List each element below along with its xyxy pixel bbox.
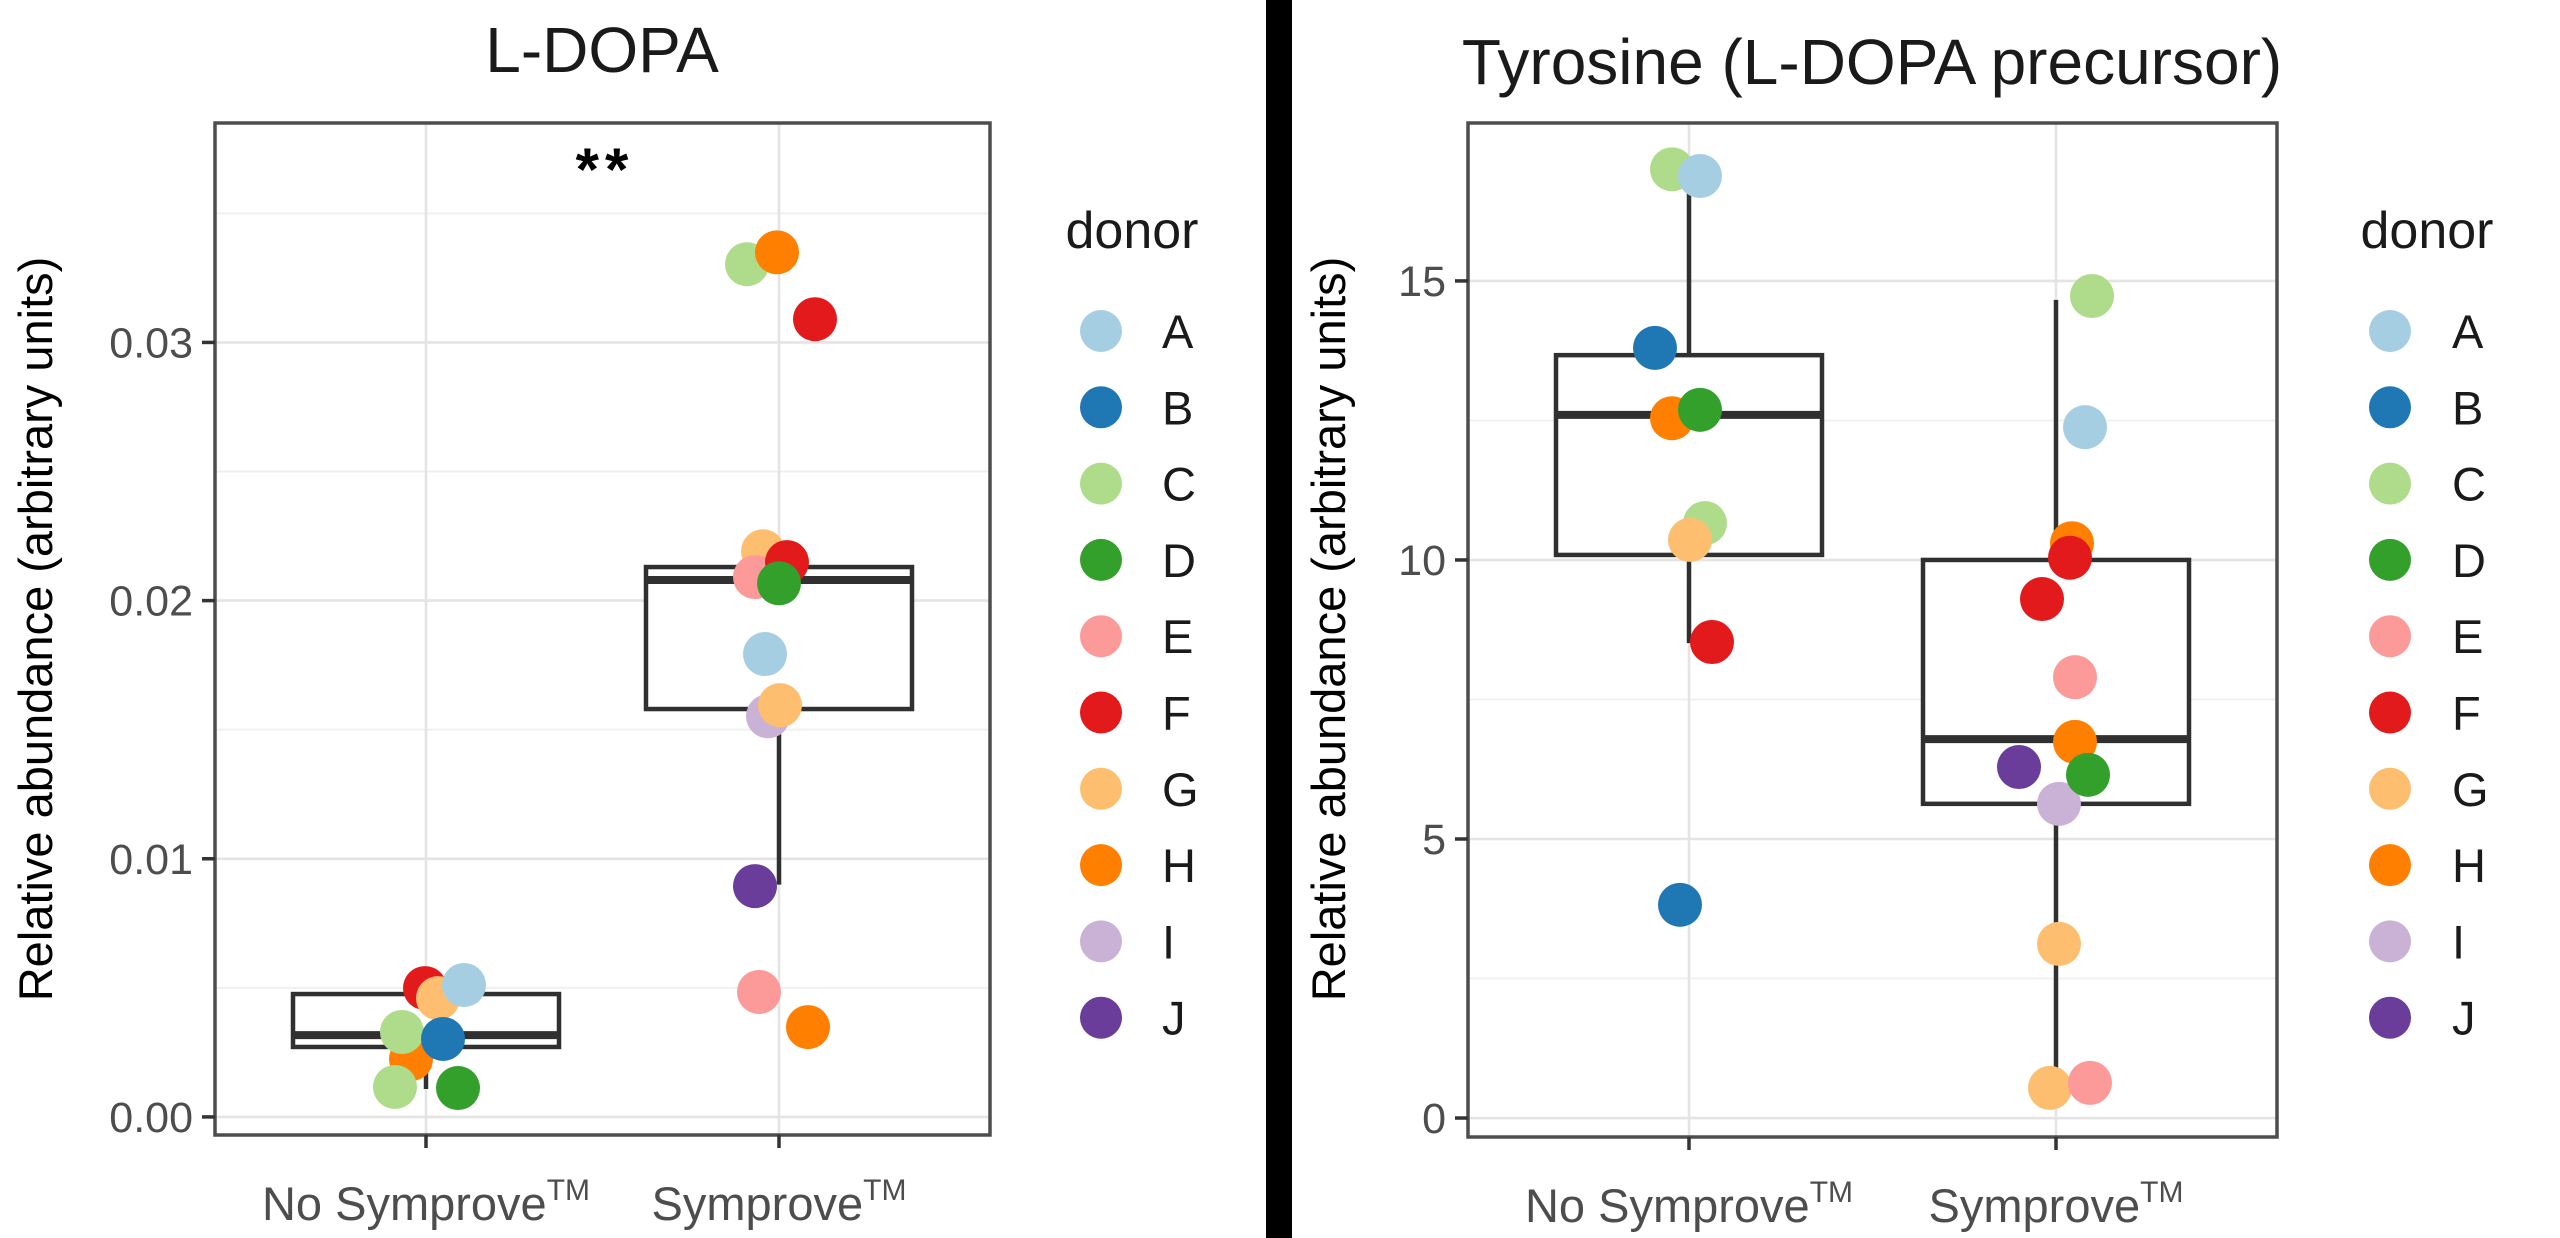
- data-point-donor-B: [1658, 882, 1702, 927]
- data-point-donor-D: [757, 561, 801, 606]
- legend-label-E: E: [2452, 610, 2483, 663]
- legend-label-C: C: [1162, 458, 1196, 511]
- data-point-donor-C: [2070, 273, 2114, 318]
- data-point-donor-A: [743, 632, 787, 677]
- data-point-donor-A: [442, 963, 486, 1008]
- y-tick-label: 5: [1422, 816, 1446, 864]
- legend-swatch-D: [1080, 538, 1122, 581]
- x-category-label: No SymproveTM: [262, 1174, 590, 1230]
- x-category-label: No SymproveTM: [1525, 1176, 1853, 1232]
- legend-swatch-F: [1080, 691, 1122, 734]
- y-tick-label: 0.00: [109, 1094, 193, 1142]
- data-point-donor-I: [2037, 781, 2081, 826]
- x-category-label: SymproveTM: [652, 1174, 907, 1230]
- data-point-donor-J: [733, 864, 777, 909]
- left-panel-title: L-DOPA: [485, 14, 719, 86]
- data-point-donor-G: [2037, 921, 2081, 966]
- legend-swatch-A: [2369, 310, 2411, 352]
- right-legend-title: donor: [2361, 202, 2494, 260]
- data-point-donor-B: [1633, 325, 1677, 370]
- chart-marks: 0.00 0.01 0.02 0.03 No SymproveTM SymproveTM 0…: [109, 0, 2489, 1238]
- y-tick-label: 0.03: [109, 319, 193, 367]
- legend-swatch-J: [1080, 996, 1122, 1039]
- legend-label-G: G: [2452, 763, 2489, 816]
- left-y-axis-title: Relative abundance (arbitrary units): [9, 257, 62, 1002]
- legend-swatch-G: [2369, 767, 2411, 810]
- legend-label-B: B: [2452, 381, 2483, 434]
- x-category-label: SymproveTM: [1929, 1176, 2184, 1232]
- legend-label-I: I: [1162, 915, 1175, 968]
- legend-swatch-H: [2369, 844, 2411, 887]
- legend-label-E: E: [1162, 610, 1193, 663]
- legend-swatch-A: [1080, 310, 1122, 352]
- data-point-donor-F: [2048, 535, 2092, 580]
- legend-label-H: H: [1162, 839, 1196, 892]
- data-point-donor-A: [2063, 405, 2107, 450]
- legend-label-J: J: [1162, 992, 1186, 1045]
- data-point-donor-H: [755, 230, 799, 275]
- legend-label-H: H: [2452, 839, 2486, 892]
- panel-border: [1466, 121, 2279, 1139]
- legend-label-B: B: [1162, 381, 1193, 434]
- left-legend-title: donor: [1066, 202, 1199, 260]
- legend-swatch-I: [2369, 920, 2411, 963]
- y-tick-label: 15: [1398, 258, 1446, 306]
- legend-label-D: D: [1162, 534, 1196, 587]
- legend-swatch-G: [1080, 767, 1122, 810]
- legend-swatch-C: [2369, 462, 2411, 505]
- panel-divider: [1266, 0, 1292, 1238]
- data-point-donor-C: [380, 1009, 424, 1054]
- data-point-donor-D: [436, 1066, 480, 1111]
- legend-label-I: I: [2452, 915, 2465, 968]
- y-tick-label: 0.01: [109, 836, 193, 884]
- right-y-axis-title: Relative abundance (arbitrary units): [1302, 257, 1355, 1002]
- legend-swatch-E: [1080, 615, 1122, 658]
- legend-label-A: A: [2452, 305, 2484, 358]
- y-tick-label: 0.02: [109, 578, 193, 626]
- legend-swatch-F: [2369, 691, 2411, 734]
- right-panel-title: Tyrosine (L-DOPA precursor): [1462, 26, 2282, 98]
- data-point-donor-G: [758, 683, 802, 728]
- legend-swatch-B: [1080, 386, 1122, 429]
- data-point-donor-F: [2020, 577, 2064, 622]
- data-point-donor-F: [793, 297, 837, 342]
- data-point-donor-J: [1997, 745, 2041, 790]
- legend-swatch-C: [1080, 462, 1122, 505]
- data-point-donor-A: [1678, 154, 1722, 199]
- legend-swatch-B: [2369, 386, 2411, 429]
- legend-label-C: C: [2452, 458, 2486, 511]
- legend-swatch-I: [1080, 920, 1122, 963]
- legend-label-A: A: [1162, 305, 1194, 358]
- data-point-donor-D: [2066, 752, 2110, 797]
- legend-swatch-E: [2369, 615, 2411, 658]
- significance-stars: **: [576, 136, 635, 203]
- legend-label-D: D: [2452, 534, 2486, 587]
- y-tick-label: 0: [1422, 1095, 1446, 1143]
- data-point-donor-H: [786, 1005, 830, 1050]
- y-tick-label: 10: [1398, 537, 1446, 585]
- data-point-donor-B: [421, 1016, 465, 1061]
- data-point-donor-C: [373, 1064, 417, 1109]
- data-point-donor-G: [1668, 517, 1712, 562]
- data-point-donor-D: [1678, 387, 1722, 432]
- legend-swatch-D: [2369, 538, 2411, 581]
- data-point-donor-E: [737, 969, 781, 1014]
- boxplot-box: [1553, 352, 1825, 558]
- panel-border: [213, 121, 992, 1137]
- legend-swatch-J: [2369, 996, 2411, 1039]
- data-point-donor-H: [2053, 719, 2097, 764]
- legend-label-F: F: [1162, 687, 1191, 740]
- legend-label-G: G: [1162, 763, 1199, 816]
- legend-swatch-H: [1080, 844, 1122, 887]
- data-point-donor-E: [2053, 655, 2097, 700]
- data-point-donor-G: [2028, 1065, 2072, 1110]
- data-point-donor-E: [2068, 1060, 2112, 1105]
- data-point-donor-F: [1690, 619, 1734, 664]
- legend-label-F: F: [2452, 687, 2481, 740]
- legend-label-J: J: [2452, 992, 2476, 1045]
